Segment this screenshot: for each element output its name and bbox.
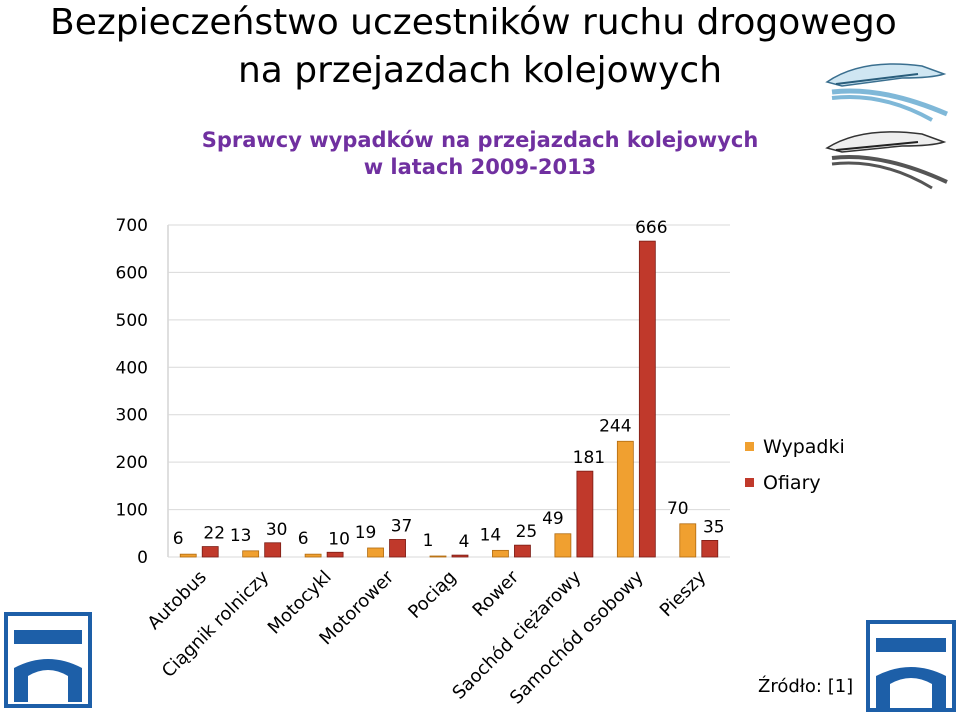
- chart-title: Sprawcy wypadków na przejazdach kolejowy…: [180, 127, 780, 181]
- data-label-wypadki: 13: [230, 526, 252, 546]
- x-tick-label: Rower: [469, 566, 524, 621]
- bar-wypadki: [679, 523, 697, 558]
- bar-wypadki: [616, 440, 634, 558]
- y-tick-label: 700: [116, 216, 148, 236]
- data-label-ofiary: 35: [703, 517, 725, 537]
- railway-logo-icon: [4, 612, 92, 708]
- data-label-wypadki: 6: [298, 529, 309, 549]
- chart-gridlines: [167, 224, 730, 558]
- x-tick-label: Ciągnik rolniczy: [158, 566, 274, 682]
- data-label-ofiary: 10: [328, 529, 350, 549]
- legend-swatch-ofiary: [745, 478, 754, 487]
- high-speed-train-icon: [825, 63, 948, 122]
- y-tick-label: 200: [116, 453, 148, 473]
- bar-wypadki: [429, 555, 447, 558]
- data-label-wypadki: 49: [542, 509, 564, 529]
- bar-ofiary: [514, 544, 531, 558]
- y-tick-label: 600: [116, 263, 148, 283]
- legend-swatch-wypadki: [745, 442, 754, 451]
- y-tick-label: 300: [116, 406, 148, 426]
- y-tick-label: 500: [116, 311, 148, 331]
- data-label-ofiary: 181: [573, 448, 605, 468]
- bar-ofiary: [264, 542, 282, 558]
- bar-wypadki: [367, 547, 384, 558]
- data-label-wypadki: 19: [355, 523, 377, 543]
- y-tick-label: 0: [137, 548, 148, 568]
- legend-label-ofiary: Ofiary: [763, 472, 821, 494]
- bar-wypadki: [554, 533, 572, 558]
- data-label-ofiary: 666: [635, 218, 667, 238]
- bar-ofiary: [701, 540, 719, 558]
- data-label-wypadki: 6: [173, 529, 184, 549]
- data-label-ofiary: 4: [459, 532, 470, 552]
- chart-bars: [179, 240, 719, 558]
- bar-wypadki: [492, 549, 509, 558]
- bar-ofiary: [389, 539, 406, 558]
- bar-ofiary: [451, 554, 469, 558]
- bar-ofiary: [201, 546, 219, 558]
- source-note: Źródło: [1]: [758, 676, 854, 697]
- data-label-wypadki: 1: [423, 531, 434, 551]
- data-label-ofiary: 25: [516, 522, 538, 542]
- data-label-wypadki: 244: [599, 416, 631, 436]
- bar-ofiary: [576, 470, 594, 558]
- slide-title-line2: na przejazdach kolejowych: [237, 50, 723, 91]
- railway-logo-icon: [866, 620, 956, 712]
- chart-title-line2: w latach 2009-2013: [363, 155, 597, 179]
- legend-label-wypadki: Wypadki: [763, 436, 845, 458]
- chart-title-line1: Sprawcy wypadków na przejazdach kolejowy…: [201, 128, 759, 152]
- y-axis-tick-labels: 700 600 500 400 300 200 100 0: [116, 216, 148, 568]
- data-label-wypadki: 70: [667, 499, 689, 519]
- slide-title-line1: Bezpieczeństwo uczestników ruchu drogowe…: [50, 2, 897, 43]
- data-label-ofiary: 30: [266, 520, 288, 540]
- data-label-ofiary: 22: [203, 524, 225, 544]
- high-speed-train-icon: [825, 131, 948, 190]
- bar-ofiary: [326, 551, 344, 558]
- data-label-ofiary: 37: [391, 516, 413, 536]
- bar-wypadki: [242, 550, 260, 558]
- data-label-wypadki: 14: [480, 525, 502, 545]
- bar-wypadki: [304, 553, 322, 558]
- x-tick-label: Pociąg: [404, 567, 460, 623]
- bar-wypadki: [179, 553, 197, 558]
- y-tick-label: 400: [116, 358, 148, 378]
- y-tick-label: 100: [116, 501, 148, 521]
- x-tick-label: Pieszy: [656, 566, 711, 621]
- bar-ofiary: [638, 240, 656, 558]
